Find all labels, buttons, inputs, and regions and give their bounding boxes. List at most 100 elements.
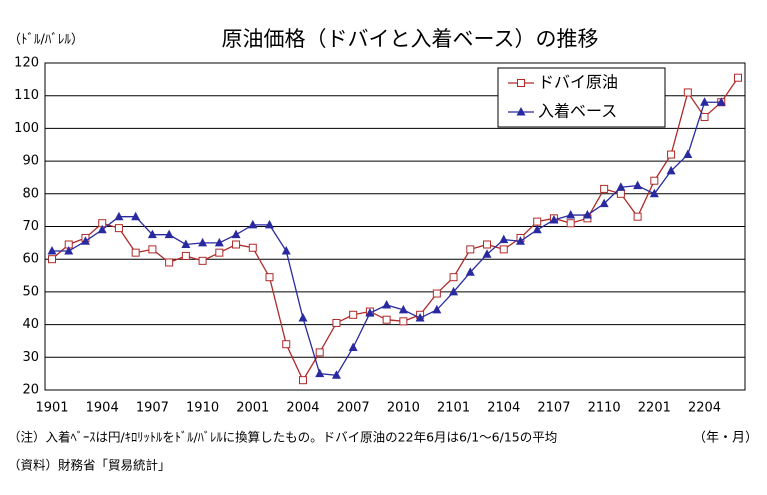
x-tick-label: 2101: [437, 401, 470, 416]
data-point: [449, 286, 459, 296]
source: （資料）財務省「貿易統計」: [8, 458, 171, 473]
data-point: [298, 313, 308, 322]
data-point: [649, 188, 659, 198]
data-point: [532, 224, 542, 234]
data-point: [265, 219, 275, 229]
data-point: [281, 246, 291, 255]
y-unit: （ﾄﾞﾙ/ﾊﾞﾚﾙ）: [8, 33, 84, 48]
x-tick-label: 2001: [236, 401, 269, 416]
data-point: [248, 243, 257, 252]
legend-label: ドバイ原油: [538, 73, 618, 92]
data-point: [449, 273, 458, 282]
data-point: [667, 150, 676, 159]
data-point: [214, 237, 224, 247]
data-point: [265, 273, 274, 282]
x-tick-label: 2104: [487, 401, 520, 416]
data-point: [315, 348, 324, 357]
x-tick-label: 1904: [86, 401, 119, 416]
data-point: [633, 180, 643, 190]
data-point: [80, 236, 90, 245]
plot-frame: [44, 62, 746, 391]
data-point: [165, 258, 174, 267]
x-tick-label: 2201: [638, 401, 671, 416]
x-tick-label: 1910: [186, 401, 219, 416]
y-tick-label: 20: [22, 383, 39, 398]
data-point: [131, 248, 140, 257]
x-tick-label: 1907: [136, 401, 169, 416]
data-point: [315, 368, 325, 378]
data-point: [582, 210, 592, 219]
data-point: [331, 370, 341, 379]
data-point: [64, 246, 74, 255]
data-point: [483, 240, 492, 249]
data-point: [533, 217, 542, 226]
data-point: [432, 304, 442, 314]
data-point: [616, 182, 626, 191]
data-point: [549, 214, 559, 224]
data-point: [432, 289, 441, 298]
chart-title: 原油価格（ドバイと入着ベース）の推移: [222, 27, 599, 51]
data-point: [298, 376, 307, 385]
data-point: [114, 211, 124, 221]
data-point: [198, 237, 208, 247]
data-point: [382, 315, 391, 324]
data-point: [164, 229, 174, 239]
data-point: [282, 340, 291, 349]
x-tick-label: 2204: [688, 401, 721, 416]
data-point: [332, 318, 341, 327]
data-point: [515, 236, 525, 245]
data-point: [633, 212, 642, 221]
y-tick-label: 90: [22, 154, 39, 169]
x-tick-label: 2004: [286, 401, 319, 416]
data-point: [600, 184, 609, 193]
legend-marker: [516, 107, 526, 116]
data-point: [349, 310, 358, 319]
data-point: [683, 149, 693, 159]
data-point: [650, 176, 659, 185]
data-point: [415, 313, 425, 322]
legend-marker: [517, 79, 525, 87]
data-point: [683, 88, 692, 97]
y-tick-label: 50: [22, 284, 39, 299]
x-unit: （年・月）: [693, 431, 758, 446]
data-point: [499, 234, 509, 244]
data-point: [348, 342, 358, 351]
x-tick-label: 1901: [35, 401, 68, 416]
data-point: [466, 245, 475, 254]
data-point: [97, 224, 107, 234]
data-point: [616, 189, 625, 198]
data-point: [47, 246, 57, 255]
data-point: [399, 317, 408, 326]
x-tick-label: 2110: [588, 401, 621, 416]
x-tick-label: 2010: [387, 401, 420, 416]
data-point: [148, 245, 157, 254]
note: （注）入着ﾍﾞｰｽは円/ｷﾛﾘｯﾄﾙをﾄﾞﾙ/ﾊﾞﾚﾙに換算したもの。ドバイ原油…: [8, 430, 557, 445]
data-point: [231, 229, 241, 239]
legend-label: 入着ベース: [538, 102, 617, 121]
data-point: [147, 229, 157, 239]
data-point: [499, 245, 508, 254]
data-point: [365, 308, 375, 317]
data-point: [131, 211, 141, 221]
data-point: [398, 304, 408, 314]
y-tick-label: 70: [22, 219, 39, 234]
y-tick-label: 40: [22, 317, 39, 332]
data-point: [566, 219, 575, 228]
data-point: [48, 255, 56, 264]
data-point: [114, 224, 123, 233]
data-point: [181, 239, 191, 248]
y-tick-label: 120: [14, 56, 39, 71]
data-point: [198, 256, 207, 265]
data-point: [599, 198, 609, 208]
data-point: [181, 251, 190, 260]
legend-box: [497, 67, 666, 128]
data-point: [716, 97, 726, 106]
data-point: [232, 240, 241, 249]
y-tick-label: 60: [22, 252, 39, 267]
data-point: [734, 73, 742, 82]
data-point: [215, 248, 224, 257]
x-tick-label: 2007: [337, 401, 370, 416]
data-point: [465, 267, 475, 276]
data-point: [382, 299, 392, 309]
